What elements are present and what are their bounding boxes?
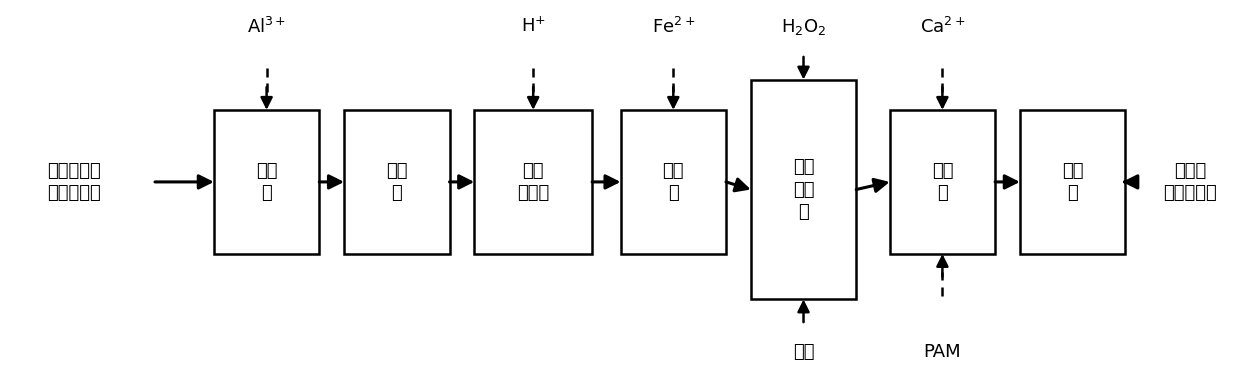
Text: Al$^{3+}$: Al$^{3+}$ xyxy=(247,16,286,37)
Text: 混合
池: 混合 池 xyxy=(662,162,684,202)
Bar xyxy=(1019,110,1126,254)
Text: 沉淀
池: 沉淀 池 xyxy=(386,162,408,202)
Bar xyxy=(751,80,856,299)
Text: Ca$^{2+}$: Ca$^{2+}$ xyxy=(920,16,965,37)
Bar xyxy=(890,110,994,254)
Text: 中和
池: 中和 池 xyxy=(931,162,954,202)
Bar xyxy=(345,110,450,254)
Text: 曝气: 曝气 xyxy=(792,343,815,362)
Text: 管式
混合器: 管式 混合器 xyxy=(517,162,549,202)
Text: Fe$^{2+}$: Fe$^{2+}$ xyxy=(652,16,694,37)
Text: 混凝
池: 混凝 池 xyxy=(255,162,278,202)
Text: PAM: PAM xyxy=(924,343,961,362)
Bar xyxy=(474,110,593,254)
Bar xyxy=(621,110,727,254)
Text: 澄清
池: 澄清 池 xyxy=(1061,162,1084,202)
Text: 催化
氧化
池: 催化 氧化 池 xyxy=(792,158,815,221)
Text: 化机浆好氧
处理后出水: 化机浆好氧 处理后出水 xyxy=(47,162,102,202)
Text: H$^{+}$: H$^{+}$ xyxy=(521,17,546,36)
Text: H$_2$O$_2$: H$_2$O$_2$ xyxy=(781,17,826,36)
Text: 排放水
达到新国标: 排放水 达到新国标 xyxy=(1163,162,1218,202)
Bar xyxy=(213,110,320,254)
